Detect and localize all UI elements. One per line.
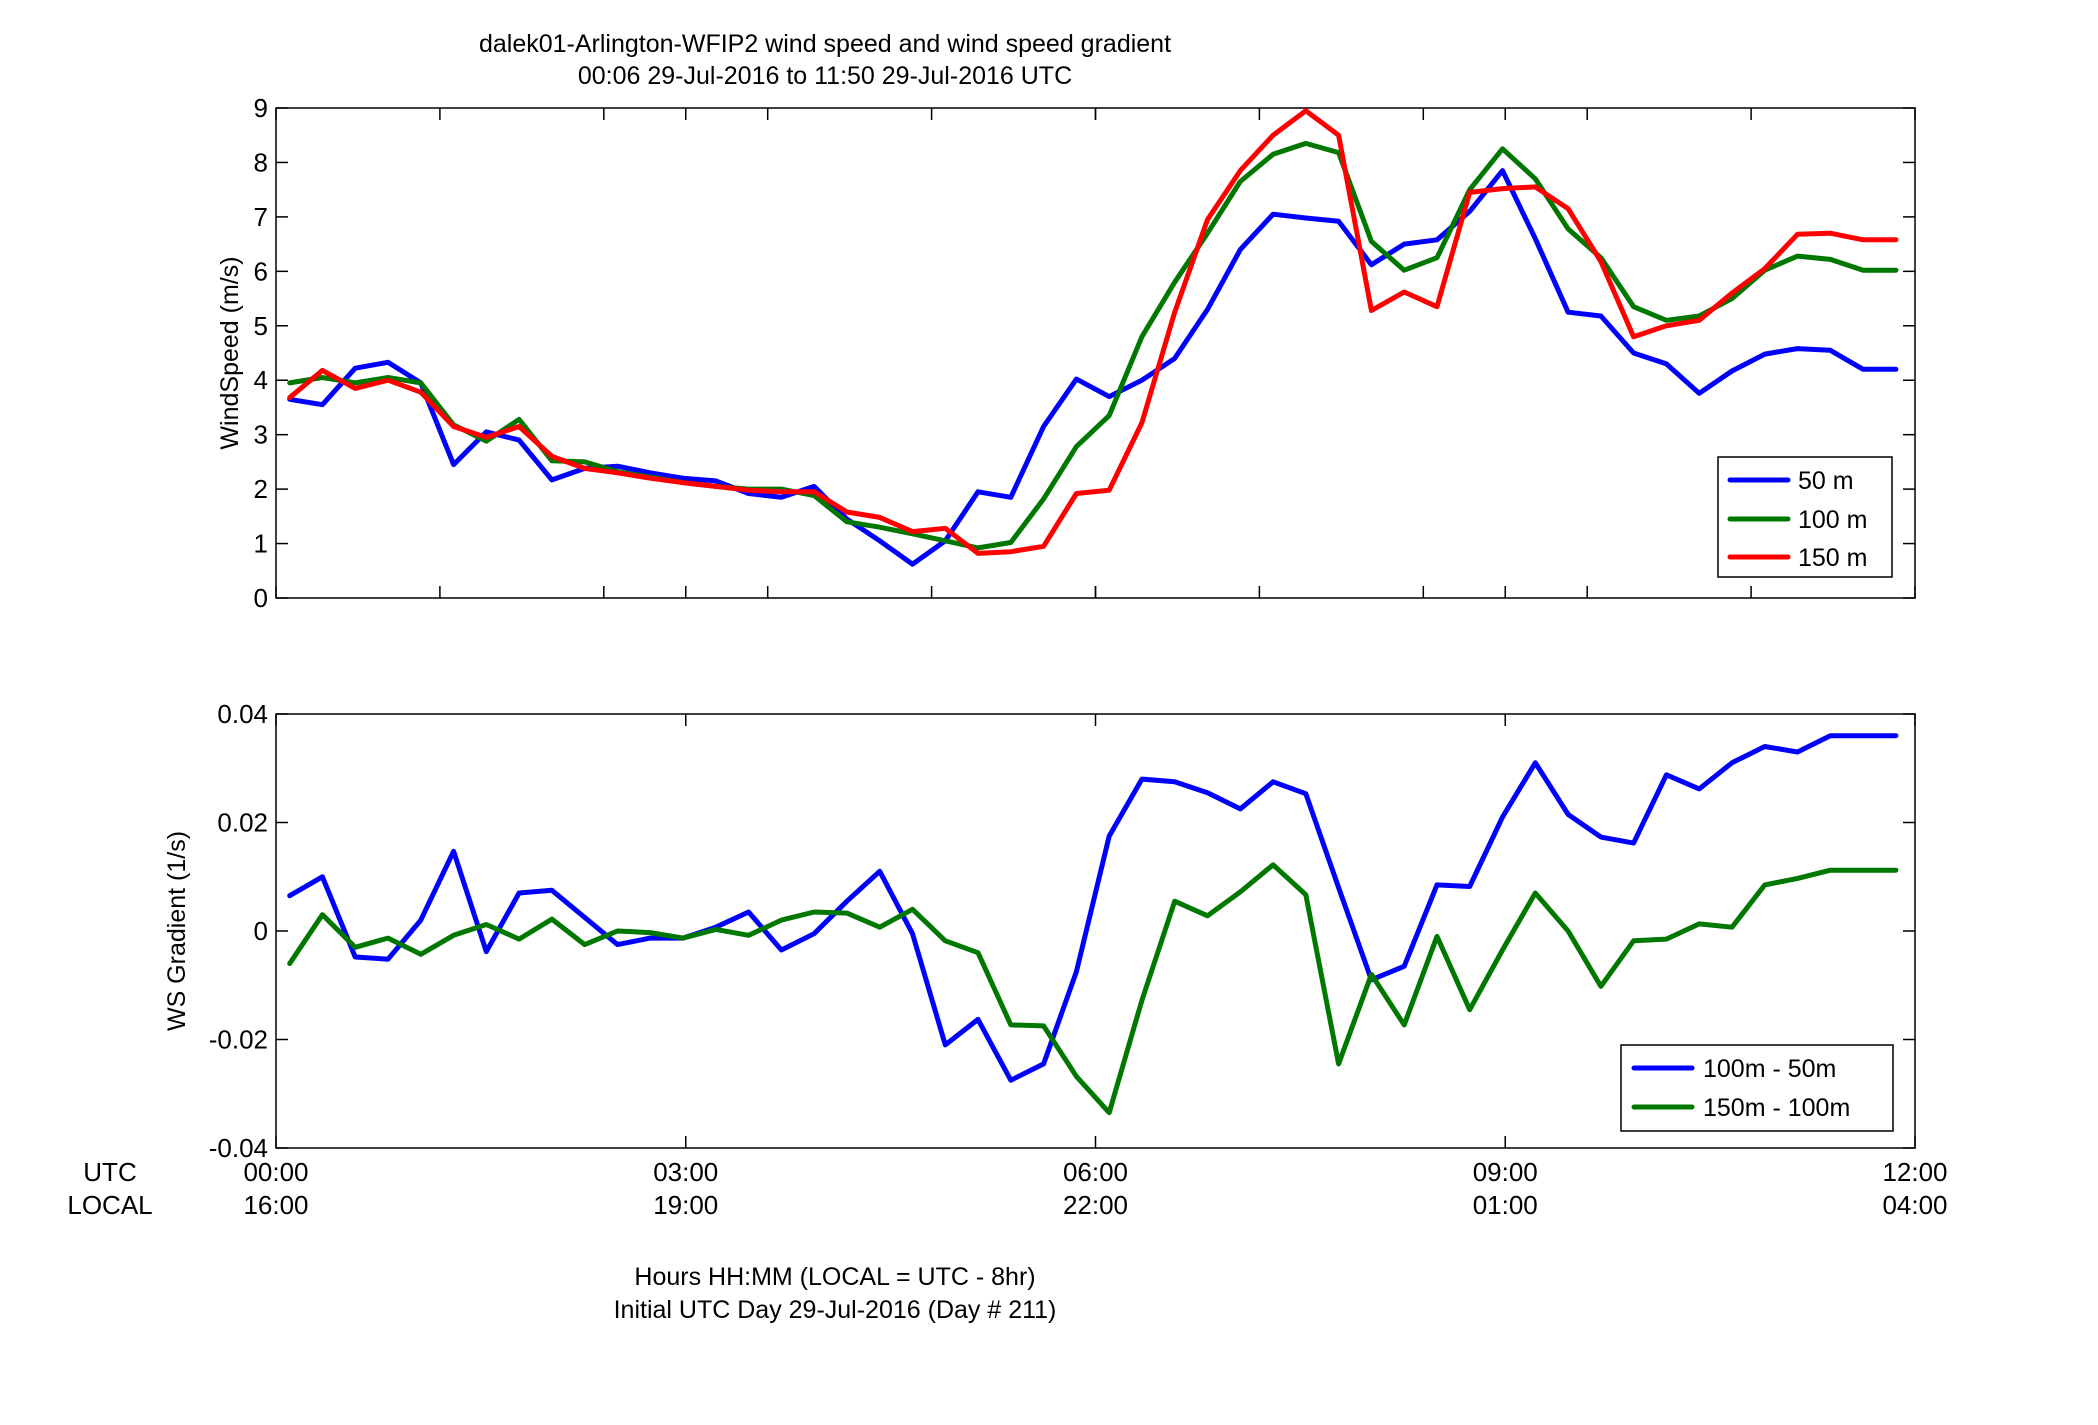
xtick-label-local: 22:00 [1063, 1190, 1128, 1220]
ytick-label: -0.04 [209, 1133, 268, 1163]
xlabel-line1: Hours HH:MM (LOCAL = UTC - 8hr) [634, 1263, 1035, 1291]
windspeed-plot-frame [275, 107, 1916, 599]
ytick-label: 5 [254, 311, 268, 341]
ytick-label: 4 [254, 365, 268, 395]
windspeed-series-lines [287, 108, 1899, 567]
gradient-legend-box [1620, 1044, 1894, 1132]
line-150m [287, 108, 1899, 556]
ytick-label: 2 [254, 474, 268, 504]
utc-row-label: UTC [83, 1157, 136, 1187]
chart-title: dalek01-Arlington-WFIP2 wind speed and w… [479, 30, 1171, 58]
ytick-label: 0 [254, 583, 268, 613]
xtick-label-local: 04:00 [1882, 1190, 1947, 1220]
ytick-label: 9 [254, 93, 268, 123]
ytick-label: 1 [254, 529, 268, 559]
gradient-panel: -0.04 -0.02 0 0.02 0.04 WS Gradient (1/s) 10… [163, 699, 1916, 1163]
windspeed-legend: 50 m 100 m 150 m [1717, 456, 1893, 578]
ytick-label: 0.02 [217, 808, 268, 838]
windspeed-panel: 0 1 2 3 4 5 6 7 8 9 WindSpeed (m/s) 50 m 100 m 15… [216, 93, 1916, 613]
xtick-label-utc: 12:00 [1882, 1157, 1947, 1187]
gradient-ticks: -0.04 -0.02 0 0.02 0.04 [209, 699, 1916, 1163]
line-50m [287, 168, 1899, 567]
legend-label-100m-50m: 100m - 50m [1703, 1055, 1836, 1083]
xlabel-line2: Initial UTC Day 29-Jul-2016 (Day # 211) [614, 1296, 1057, 1324]
xtick-label-local: 16:00 [243, 1190, 308, 1220]
ytick-label: 3 [254, 420, 268, 450]
xtick-label-utc: 03:00 [653, 1157, 718, 1187]
ytick-label: 0.04 [217, 699, 268, 729]
windspeed-ticks: 0 1 2 3 4 5 6 7 8 9 [254, 93, 1916, 613]
xtick-label-utc: 00:00 [243, 1157, 308, 1187]
windspeed-ylabel: WindSpeed (m/s) [216, 256, 244, 449]
line-100m-50m [287, 733, 1899, 1083]
xtick-label-utc: 09:00 [1473, 1157, 1538, 1187]
gradient-ylabel: WS Gradient (1/s) [163, 831, 191, 1031]
xtick-label-local: 01:00 [1473, 1190, 1538, 1220]
legend-label-150m-100m: 150m - 100m [1703, 1094, 1850, 1122]
xtick-label-utc: 06:00 [1063, 1157, 1128, 1187]
line-150m-100m [287, 862, 1899, 1116]
ytick-label: 7 [254, 202, 268, 232]
gradient-legend: 100m - 50m 150m - 100m [1620, 1044, 1894, 1132]
legend-label-50m: 50 m [1798, 467, 1854, 495]
gradient-series-lines [287, 733, 1899, 1116]
ytick-label: 8 [254, 147, 268, 177]
ytick-label: 6 [254, 256, 268, 286]
local-row-label: LOCAL [67, 1190, 152, 1220]
ytick-label: 0 [254, 916, 268, 946]
line-100m [287, 140, 1899, 551]
ytick-label: -0.02 [209, 1025, 268, 1055]
legend-label-150m: 150 m [1798, 544, 1867, 572]
chart-subtitle: 00:06 29-Jul-2016 to 11:50 29-Jul-2016 U… [578, 62, 1072, 90]
xtick-label-local: 19:00 [653, 1190, 718, 1220]
legend-label-100m: 100 m [1798, 506, 1867, 534]
